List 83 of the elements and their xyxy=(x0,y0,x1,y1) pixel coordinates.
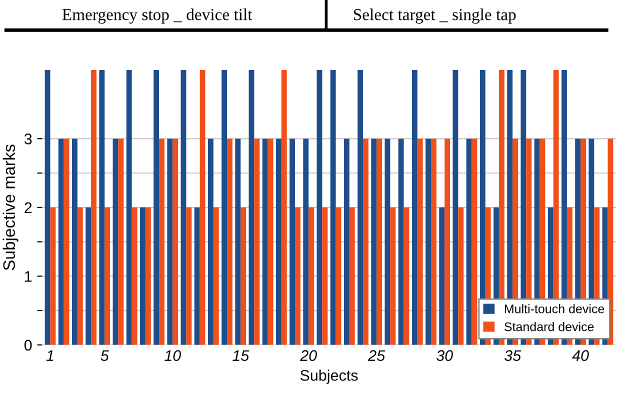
bar xyxy=(200,70,206,345)
bar xyxy=(404,207,410,345)
bar xyxy=(132,207,138,345)
bar xyxy=(426,138,431,345)
x-tick-label: 20 xyxy=(300,350,317,361)
bar xyxy=(371,138,377,345)
legend-label: Standard device xyxy=(504,322,594,332)
x-tick-label: 1 xyxy=(46,350,54,361)
bar xyxy=(358,70,363,345)
text: Select target _ single tap xyxy=(354,8,516,24)
bar xyxy=(112,138,118,345)
bar xyxy=(439,207,445,345)
bar xyxy=(222,70,228,345)
y-axis-title: Subjective marks xyxy=(2,144,18,270)
bar xyxy=(390,207,396,345)
bar xyxy=(159,138,164,345)
bar xyxy=(303,138,309,345)
bar xyxy=(472,138,478,345)
y-tick-label: 0 xyxy=(24,340,32,351)
bar xyxy=(72,138,78,345)
bar xyxy=(64,138,70,345)
x-tick-label: 30 xyxy=(436,350,453,361)
bar xyxy=(240,207,246,345)
bar xyxy=(140,207,146,345)
bar xyxy=(126,70,132,345)
bar xyxy=(77,207,83,345)
bar xyxy=(308,207,314,345)
bar xyxy=(248,70,254,345)
bar xyxy=(336,207,342,345)
bar xyxy=(172,138,178,345)
bar xyxy=(208,138,214,345)
bar xyxy=(118,138,124,345)
y-tick-label: 2 xyxy=(24,202,32,213)
x-axis-title: Subjects xyxy=(300,370,358,384)
bar xyxy=(466,138,472,345)
bar xyxy=(349,207,355,345)
bar xyxy=(452,70,458,345)
bar xyxy=(254,138,260,345)
bar xyxy=(295,207,300,345)
y-tick-label: 3 xyxy=(24,134,32,144)
bar xyxy=(412,70,418,345)
x-tick-label: 15 xyxy=(232,350,250,361)
bar xyxy=(145,207,151,345)
bar xyxy=(213,207,219,345)
bar xyxy=(458,207,464,345)
x-tick-label: 25 xyxy=(368,350,386,361)
bar xyxy=(281,70,287,345)
bar xyxy=(316,70,322,345)
bar xyxy=(180,70,186,345)
bar xyxy=(227,138,232,345)
bar xyxy=(362,138,368,345)
x-tick-label: 40 xyxy=(572,350,589,361)
x-tick-label: 35 xyxy=(504,350,522,361)
bar xyxy=(44,70,50,345)
bar xyxy=(398,138,404,345)
bar xyxy=(444,138,450,345)
bar xyxy=(104,207,110,345)
bar xyxy=(167,138,173,345)
bar xyxy=(154,70,160,345)
bar xyxy=(290,138,296,345)
bar xyxy=(417,138,423,345)
bar xyxy=(430,138,436,345)
text: Emergency stop _ device tilt xyxy=(62,8,252,24)
y-tick-label: 1 xyxy=(25,271,32,282)
bar xyxy=(376,138,382,345)
x-tick-label: 5 xyxy=(100,350,109,361)
legend-label: Multi-touch device xyxy=(504,304,604,314)
bar xyxy=(262,138,268,345)
bar xyxy=(50,207,56,345)
bar xyxy=(384,138,390,345)
bar xyxy=(268,138,274,345)
x-tick-label: 10 xyxy=(164,350,181,361)
bar xyxy=(194,207,200,345)
bar xyxy=(330,70,336,345)
bar xyxy=(276,138,282,345)
bar xyxy=(91,70,96,345)
bar xyxy=(322,207,328,345)
bar xyxy=(99,70,105,345)
bar xyxy=(186,207,192,345)
bar xyxy=(58,138,64,345)
bar xyxy=(344,138,350,345)
bar xyxy=(235,138,241,345)
bar xyxy=(86,207,92,345)
